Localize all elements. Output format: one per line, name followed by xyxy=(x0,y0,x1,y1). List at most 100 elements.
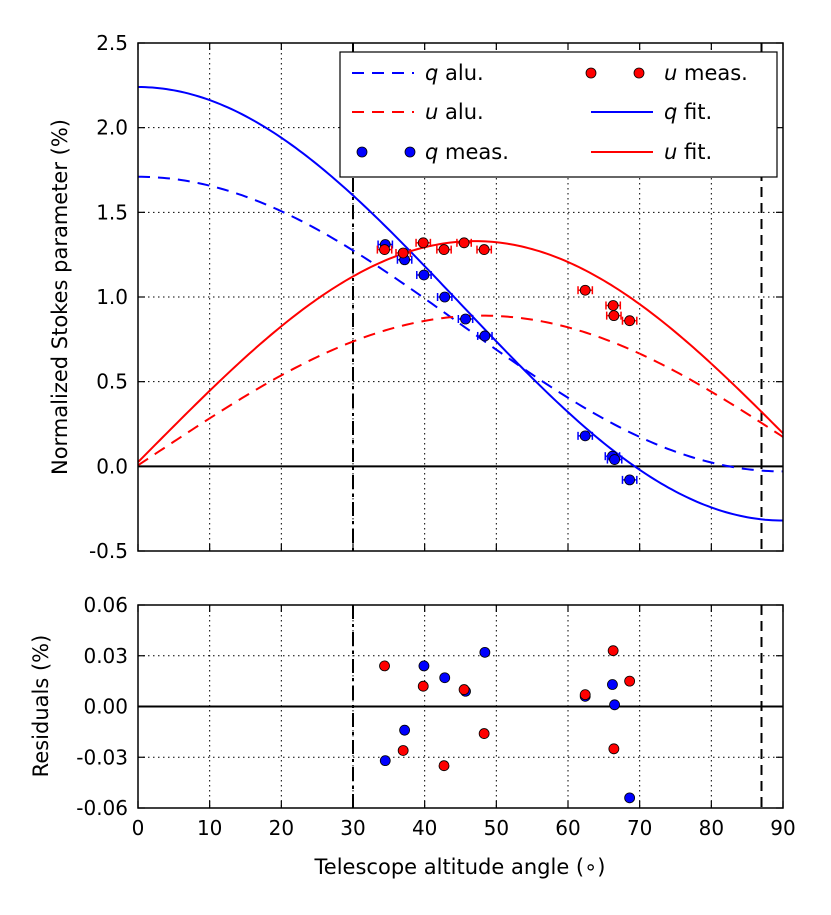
legend-q-fit-sym: q xyxy=(664,100,677,124)
marker xyxy=(579,430,591,442)
point-u-meas-1 xyxy=(395,247,412,259)
legend-u-meas-marker-2 xyxy=(633,67,645,79)
legend-q-meas-sym: q xyxy=(425,140,438,164)
point-u-meas-9 xyxy=(621,315,638,327)
bottom-ytick-labels: -0.06 -0.03 0.00 0.03 0.06 xyxy=(76,593,128,820)
legend-q-alu-text: alu. xyxy=(438,61,483,85)
bottom-xtick-label-80: 80 xyxy=(699,816,724,840)
legend-u-fit-text: fit. xyxy=(677,140,712,164)
point-u-meas-0 xyxy=(376,244,393,255)
series-q-fit xyxy=(137,86,784,522)
top-ytick-label-5: 2.0 xyxy=(96,116,128,140)
point-q-meas-3 xyxy=(436,291,453,303)
residual-u-residuals-7 xyxy=(607,645,619,657)
legend-q-meas: q meas. xyxy=(425,140,509,164)
marker xyxy=(438,244,450,255)
marker xyxy=(458,237,470,249)
legend-u-meas-text: meas. xyxy=(677,61,748,85)
top-ylabel: Normalized Stokes parameter (%) xyxy=(48,119,72,475)
residual-q-residuals-0 xyxy=(379,755,391,767)
point-u-meas-6 xyxy=(577,284,594,296)
top-ytick-label-0: -0.5 xyxy=(89,539,128,563)
bottom-xtick-label-30: 30 xyxy=(340,816,365,840)
point-u-meas-7 xyxy=(605,300,622,311)
point-q-meas-6 xyxy=(577,430,594,442)
top-ytick-label-1: 0.0 xyxy=(96,454,128,478)
residual-u-residuals-3 xyxy=(438,760,450,772)
marker xyxy=(478,244,490,255)
point-q-meas-5 xyxy=(476,330,493,342)
residual-q-residuals-2 xyxy=(418,660,430,672)
residual-u-residuals-8 xyxy=(608,743,620,755)
point-q-meas-4 xyxy=(457,313,474,325)
marker xyxy=(397,247,409,259)
legend-u-alu-text: alu. xyxy=(438,100,483,124)
residual-u-residuals-5 xyxy=(478,728,490,739)
legend-q-meas-marker-1 xyxy=(356,146,368,158)
marker xyxy=(418,269,430,281)
top-ytick-label-6: 2.5 xyxy=(96,31,128,55)
top-ytick-labels: -0.5 0.0 0.5 1.0 1.5 2.0 2.5 xyxy=(89,31,128,563)
bottom-ytick-label-1: -0.03 xyxy=(76,745,128,769)
bottom-xtick-label-20: 20 xyxy=(269,816,294,840)
residual-q-residuals-7 xyxy=(607,679,618,690)
bottom-ytick-label-4: 0.06 xyxy=(83,593,128,617)
marker xyxy=(379,244,390,255)
residual-u-residuals-0 xyxy=(379,660,390,672)
legend-u-fit: u fit. xyxy=(664,140,712,164)
top-ytick-label-2: 0.5 xyxy=(96,370,128,394)
legend-u-meas-marker-1 xyxy=(585,67,597,79)
point-q-meas-9 xyxy=(621,474,638,486)
residual-q-residuals-1 xyxy=(399,724,411,736)
marker xyxy=(417,237,429,249)
bottom-ytick-label-0: -0.06 xyxy=(76,796,128,820)
bottom-ytick-label-2: 0.00 xyxy=(83,695,128,719)
point-q-meas-2 xyxy=(416,269,432,281)
point-u-meas-4 xyxy=(456,237,472,249)
point-u-meas-2 xyxy=(415,237,432,249)
legend: q alu. u alu. q meas. u meas. q fit. u f… xyxy=(339,51,778,178)
bottom-panel: -0.06 -0.03 0.00 0.03 0.06 0 10 20 30 40 50 60 70 80… xyxy=(29,593,796,879)
legend-q-alu: q alu. xyxy=(425,61,484,85)
top-panel: -0.5 0.0 0.5 1.0 1.5 2.0 2.5 Normalized Stokes… xyxy=(48,31,784,563)
bottom-xtick-label-50: 50 xyxy=(484,816,509,840)
residual-u-residuals-9 xyxy=(624,675,636,687)
bottom-ytick-label-3: 0.03 xyxy=(83,644,128,668)
bottom-xtick-labels: 0 10 20 30 40 50 60 70 80 90 xyxy=(132,816,796,840)
legend-symbols xyxy=(352,67,653,158)
residual-u-residuals-4 xyxy=(458,684,470,695)
top-frame xyxy=(137,42,784,552)
legend-u-fit-sym: u xyxy=(664,140,677,164)
bottom-xtick-label-10: 10 xyxy=(197,816,222,840)
bottom-xtick-label-70: 70 xyxy=(627,816,652,840)
legend-q-alu-sym: q xyxy=(425,61,438,85)
top-ytick-label-4: 1.5 xyxy=(96,200,128,224)
legend-u-alu: u alu. xyxy=(425,100,484,124)
marker xyxy=(579,284,591,296)
residual-q-residuals-3 xyxy=(439,672,451,684)
marker xyxy=(609,454,620,465)
bottom-points xyxy=(379,645,636,804)
bottom-xtick-label-60: 60 xyxy=(555,816,580,840)
legend-q-meas-text: meas. xyxy=(438,140,509,164)
marker xyxy=(624,474,636,486)
bottom-ylabel: Residuals (%) xyxy=(29,635,53,778)
legend-u-meas-sym: u xyxy=(664,61,677,85)
marker xyxy=(439,291,451,303)
bottom-xtick-label-0: 0 xyxy=(132,816,145,840)
point-u-meas-5 xyxy=(476,244,493,255)
residual-u-residuals-2 xyxy=(417,680,429,692)
residual-q-residuals-9 xyxy=(624,792,636,804)
bottom-xlabel: Telescope altitude angle (∘) xyxy=(314,855,606,879)
marker xyxy=(608,310,620,322)
residual-q-residuals-5 xyxy=(479,646,491,658)
legend-q-meas-marker-2 xyxy=(404,146,416,158)
bottom-vlines xyxy=(352,605,763,808)
series-u-alu xyxy=(137,314,784,467)
residual-u-residuals-1 xyxy=(397,745,409,756)
marker xyxy=(460,313,471,325)
legend-q-fit: q fit. xyxy=(664,100,712,124)
top-points xyxy=(376,237,638,486)
marker xyxy=(479,330,491,342)
